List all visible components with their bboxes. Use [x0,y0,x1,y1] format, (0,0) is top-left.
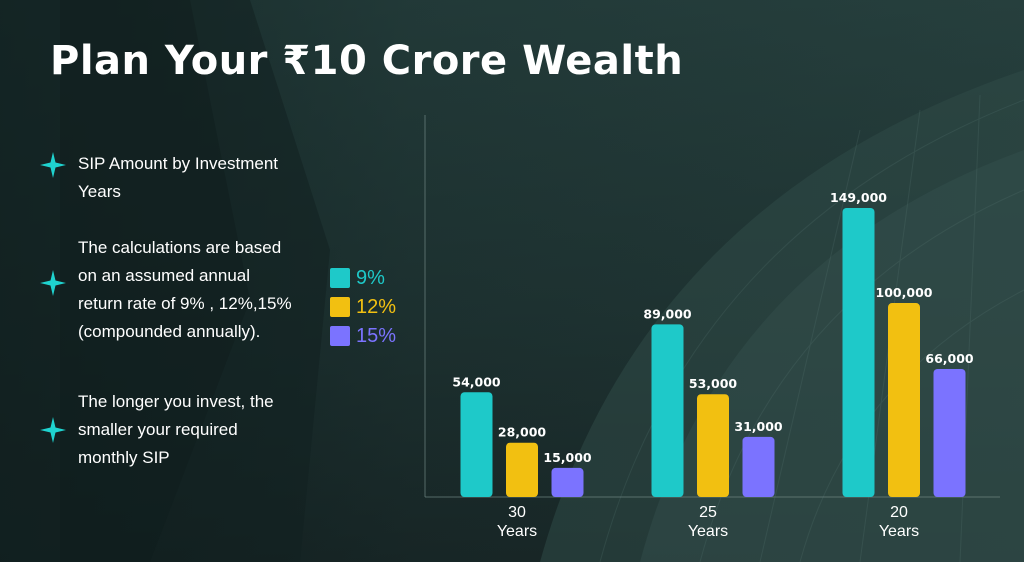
bar-value-label: 31,000 [734,419,783,434]
bar-value-label: 53,000 [689,376,738,391]
legend-label: 15% [356,324,397,347]
legend-item-9: 9% [330,264,396,292]
bullet-line: SIP Amount by Investment [78,154,279,173]
x-tick-label: 20 [890,504,908,521]
legend-swatch [330,268,350,288]
bar-12pct-30y [506,442,538,497]
legend-label: 12% [356,295,397,318]
sparkle-icon [40,417,66,443]
bullet-line: Years [78,182,121,201]
legend-label: 9% [356,266,385,289]
bar-value-label: 54,000 [452,374,501,389]
bullet-line: The longer you invest, the [78,392,274,411]
bar-value-label: 66,000 [925,351,974,366]
bar-value-label: 100,000 [876,285,933,300]
bar-9pct-30y [460,392,493,497]
bullet-line: (compounded annually). [78,322,261,341]
bullet-line: return rate of 9% , 12%,15% [78,294,292,313]
bullet-line: smaller your required [78,420,238,439]
bullet-line: on an assumed annual [78,266,251,285]
legend-swatch [330,297,350,317]
x-tick-label: Years [497,523,537,540]
bullet-longer-invest: The longer you invest, the smaller your … [78,388,274,472]
bullet-calculation-basis: The calculations are based on an assumed… [78,234,292,346]
bullet-line: The calculations are based [78,238,282,257]
legend-swatch [330,326,350,346]
bar-value-label: 149,000 [830,190,887,205]
bar-value-label: 28,000 [498,425,547,440]
bar-15pct-20y [933,368,966,497]
bar-12pct-20y [888,303,920,497]
sparkle-icon [40,152,66,178]
bar-value-label: 15,000 [543,450,592,465]
legend-item-12: 12% [330,293,396,321]
sparkle-icon [40,270,66,296]
bar-9pct-25y [651,324,684,497]
bar-9pct-20y [842,208,875,497]
bar-15pct-30y [551,467,584,497]
x-tick-label: Years [688,523,728,540]
bar-value-label: 89,000 [643,306,692,321]
bar-12pct-25y [697,394,729,497]
x-tick-label: 25 [699,504,717,521]
x-tick-label: 30 [508,504,526,521]
page-title: Plan Your ₹10 Crore Wealth [50,38,684,84]
legend-item-15: 15% [330,322,396,350]
bullet-sip-amount: SIP Amount by Investment Years [78,150,278,206]
x-tick-label: Years [879,523,919,540]
chart-legend: 9% 12% 15% [330,264,396,351]
bullet-line: monthly SIP [78,448,170,467]
bar-15pct-25y [742,436,775,497]
